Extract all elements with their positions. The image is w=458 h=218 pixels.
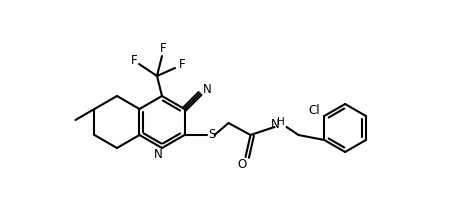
Text: F: F xyxy=(179,58,185,70)
Text: O: O xyxy=(237,157,246,170)
Text: S: S xyxy=(208,128,215,141)
Text: F: F xyxy=(131,53,137,66)
Text: H: H xyxy=(277,117,284,127)
Text: F: F xyxy=(160,43,166,56)
Text: N: N xyxy=(271,118,280,131)
Text: N: N xyxy=(153,148,163,162)
Text: Cl: Cl xyxy=(309,104,320,116)
Text: N: N xyxy=(203,83,212,96)
